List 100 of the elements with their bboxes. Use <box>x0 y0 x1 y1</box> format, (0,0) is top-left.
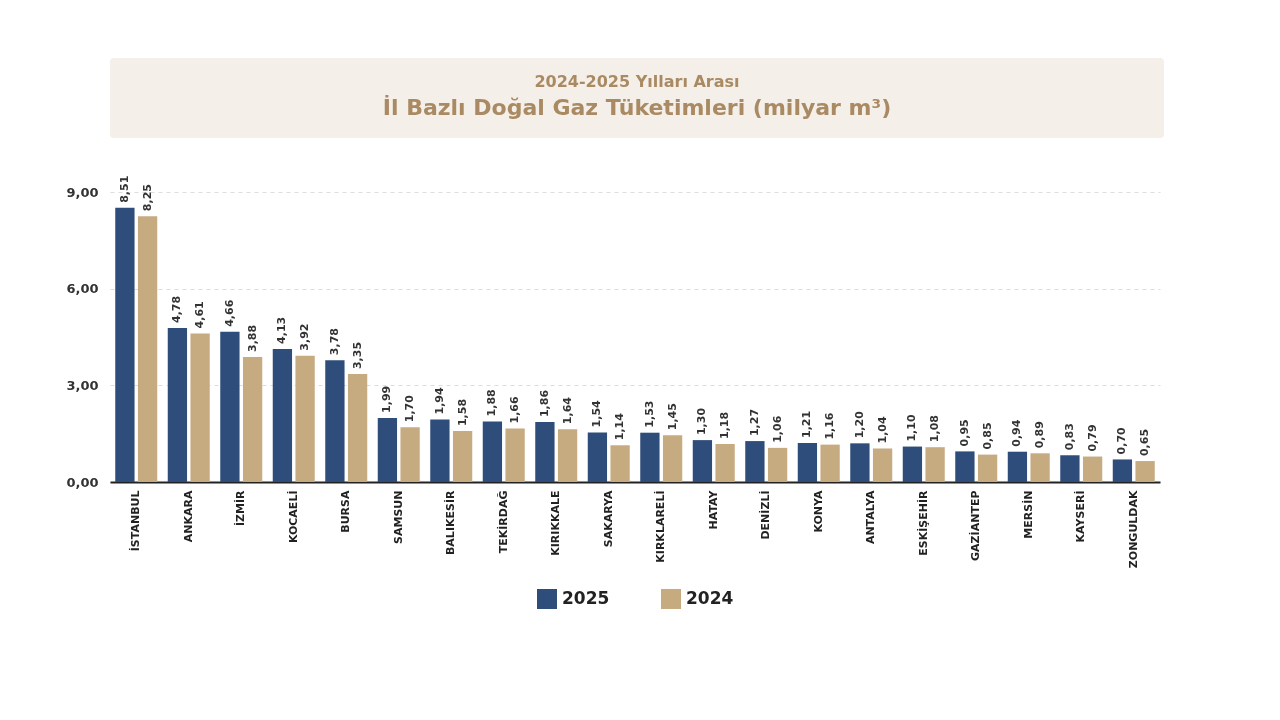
data-label: 0,94 <box>1010 419 1024 447</box>
data-label: 0,70 <box>1115 426 1129 455</box>
data-label: 0,65 <box>1138 428 1152 457</box>
data-label: 1,88 <box>485 389 499 417</box>
bar <box>400 427 420 482</box>
data-label: 1,06 <box>770 415 784 443</box>
bar <box>430 419 450 482</box>
x-tick-label: İZMİR <box>233 489 248 527</box>
x-tick-label: ESKİŞEHİR <box>915 489 930 556</box>
bar <box>692 440 713 482</box>
data-label: 1,10 <box>905 414 919 442</box>
x-tick-label: DENİZLİ <box>758 490 773 540</box>
bar <box>115 207 135 482</box>
data-label: 1,54 <box>590 399 604 428</box>
data-label: 3,88 <box>245 324 259 352</box>
bar <box>925 447 945 482</box>
bar <box>955 451 975 482</box>
x-tick-label: İSTANBUL <box>128 490 143 552</box>
data-label: 4,61 <box>193 301 207 329</box>
data-label: 1,16 <box>823 412 837 440</box>
bar <box>1135 461 1155 482</box>
chart-title: İl Bazlı Doğal Gaz Tüketimleri (milyar m³) <box>381 95 893 120</box>
y-tick-label: 6,00 <box>66 281 99 297</box>
bar <box>820 444 840 482</box>
data-label: 1,08 <box>928 415 942 443</box>
x-tick-label: ANKARA <box>181 490 195 543</box>
x-tick-label: ZONGULDAK <box>1126 490 1140 569</box>
bar <box>295 355 315 482</box>
y-tick-label: 3,00 <box>66 377 99 393</box>
bar <box>242 356 263 482</box>
bar <box>557 429 578 482</box>
bar <box>1030 453 1050 482</box>
bar <box>850 443 870 482</box>
data-label: 1,86 <box>537 389 551 418</box>
x-tick-label: BURSA <box>339 490 353 533</box>
x-tick-label: HATAY <box>706 489 720 530</box>
bar <box>977 454 998 482</box>
x-tick-label: SAMSUN <box>391 490 405 544</box>
data-label: 1,30 <box>695 407 709 436</box>
data-label: 1,53 <box>642 400 656 428</box>
data-label: 3,78 <box>327 328 341 356</box>
data-label: 8,25 <box>140 184 154 212</box>
bar <box>767 447 788 482</box>
x-tick-label: SAKARYA <box>601 490 615 548</box>
data-label: 4,13 <box>275 316 289 344</box>
data-label: 4,66 <box>222 299 236 327</box>
chart-subtitle: 2024-2025 Yılları Arası <box>533 72 741 91</box>
bar <box>1112 459 1133 482</box>
data-label: 3,35 <box>350 341 364 370</box>
bar <box>715 443 735 482</box>
x-tick-label: KONYA <box>811 490 825 533</box>
data-label: 0,79 <box>1085 424 1099 452</box>
data-label: 1,18 <box>718 411 732 439</box>
data-label: 0,95 <box>957 419 971 447</box>
data-label: 1,45 <box>665 403 679 431</box>
data-label: 1,04 <box>875 416 889 444</box>
data-label: 0,89 <box>1033 421 1047 449</box>
data-label: 1,66 <box>508 396 522 424</box>
data-label: 1,20 <box>852 410 866 439</box>
bar <box>325 360 345 482</box>
data-label: 1,27 <box>747 408 761 437</box>
data-label: 8,51 <box>117 175 131 203</box>
bar <box>535 422 555 482</box>
data-label: 1,94 <box>432 387 446 415</box>
bar <box>797 443 818 482</box>
x-tick-label: KOCAELİ <box>285 490 300 544</box>
data-label: 1,14 <box>613 412 627 441</box>
data-label: 1,58 <box>455 398 469 427</box>
bar <box>137 216 158 482</box>
data-label: 1,70 <box>403 394 417 423</box>
bar <box>587 432 608 482</box>
legend-label: 2024 <box>686 588 734 608</box>
data-label: 0,85 <box>980 422 994 450</box>
bar <box>452 431 473 482</box>
bar <box>377 417 398 482</box>
y-tick-label: 0,00 <box>66 474 99 490</box>
data-label: 0,83 <box>1062 423 1076 451</box>
data-label: 4,78 <box>170 295 184 323</box>
legend-label: 2025 <box>562 588 610 608</box>
bar <box>482 421 503 482</box>
x-tick-label: GAZİANTEP <box>968 490 983 561</box>
x-tick-label: KIRIKKALE <box>549 490 563 556</box>
bar <box>662 435 683 482</box>
bar <box>167 327 188 482</box>
bar <box>1060 455 1080 482</box>
bar <box>505 428 525 482</box>
x-tick-label: ANTALYA <box>864 490 878 545</box>
x-tick-label: KIRKLARELİ <box>653 490 668 563</box>
data-label: 1,64 <box>560 396 574 425</box>
bar <box>640 432 660 482</box>
x-tick-label: TEKİRDAĞ <box>495 490 510 554</box>
y-tick-label: 9,00 <box>66 184 99 200</box>
bar <box>190 333 210 482</box>
x-tick-label: KAYSERİ <box>1073 490 1088 543</box>
bar <box>220 331 240 482</box>
x-tick-label: MERSİN <box>1020 490 1035 539</box>
data-label: 3,92 <box>298 323 312 351</box>
bar <box>872 448 893 482</box>
bar <box>1082 456 1103 482</box>
x-tick-label: BALIKESİR <box>443 489 458 556</box>
